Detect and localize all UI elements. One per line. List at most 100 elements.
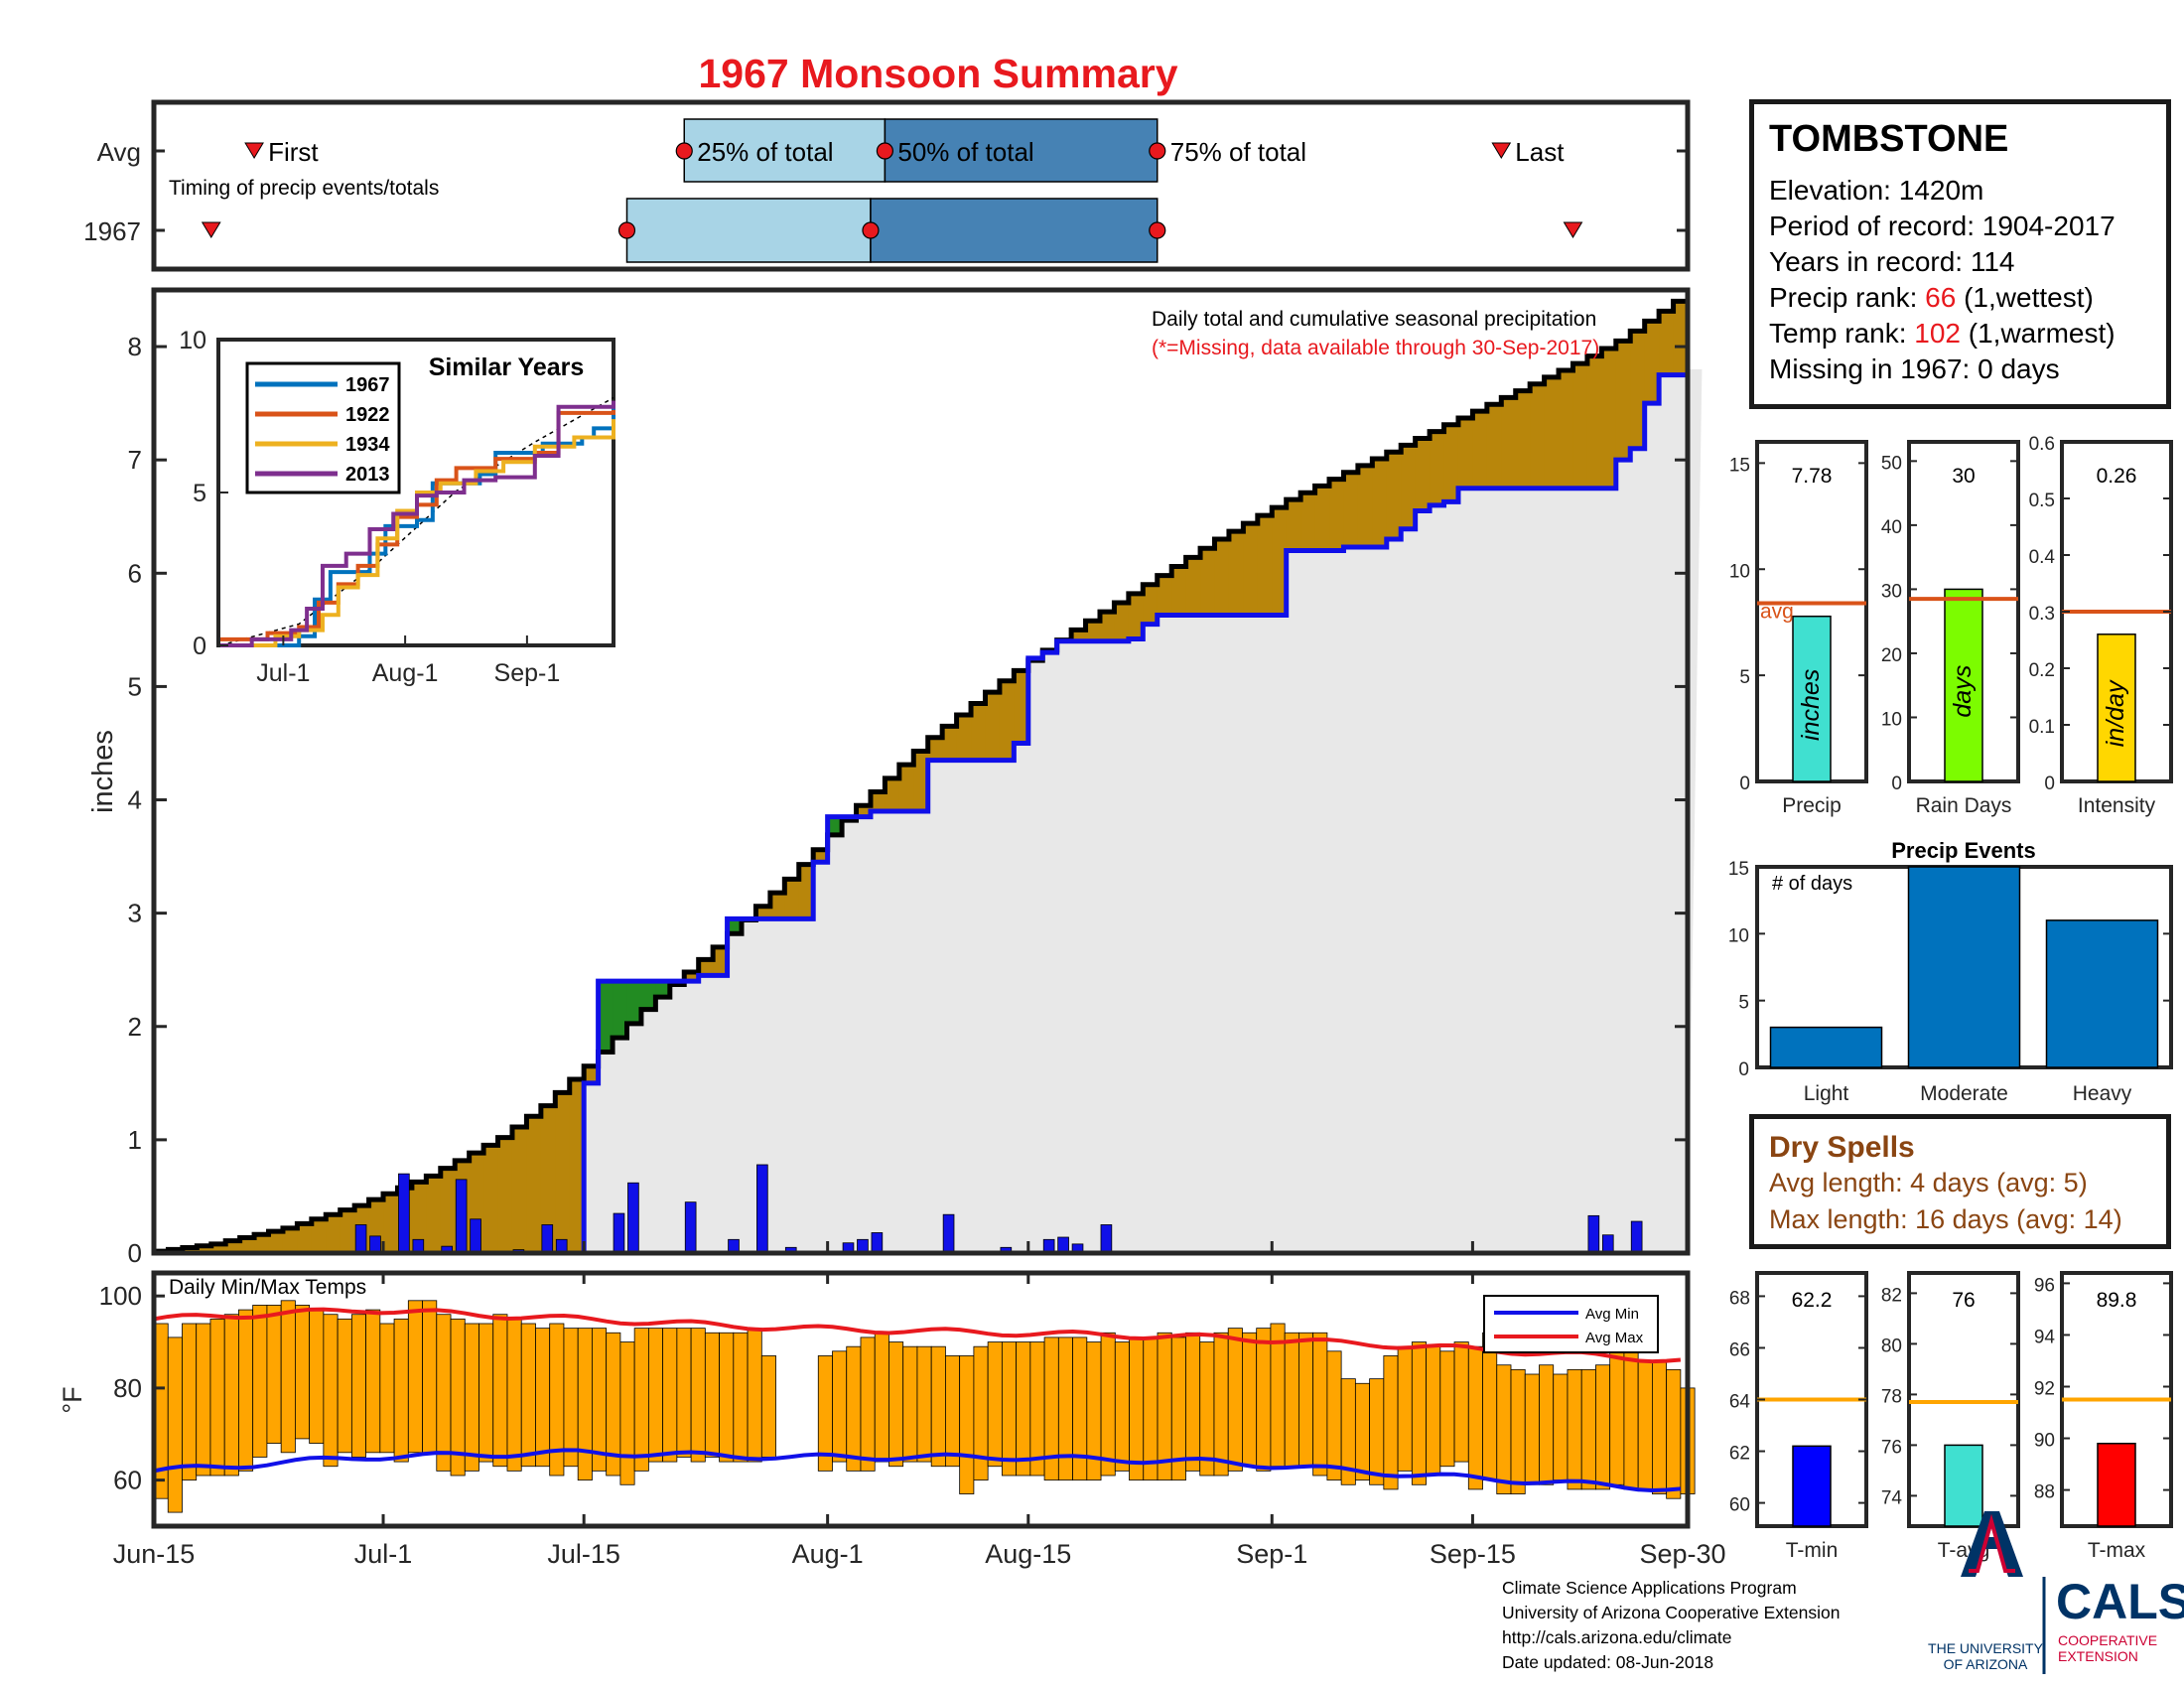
deficit-fill <box>297 1223 313 1253</box>
summary-unit-0: inches <box>1797 669 1825 741</box>
summary-ytick-label: 50 <box>1881 453 1902 474</box>
events-ytick-label: 0 <box>1738 1059 1749 1080</box>
deficit-fill <box>1443 424 1459 502</box>
date-tick-label: Jun-15 <box>113 1539 196 1569</box>
surplus-fill <box>626 981 642 1024</box>
deficit-fill <box>555 1092 571 1253</box>
deficit-fill <box>1286 499 1301 551</box>
temp-range-bar <box>478 1323 494 1463</box>
deficit-fill <box>1372 459 1388 548</box>
temp-range-bar <box>888 1341 904 1468</box>
summary-ytick-label: 10 <box>1881 709 1902 730</box>
temp-range-bar <box>916 1345 932 1463</box>
deficit-fill <box>1128 593 1144 639</box>
temp-range-bar <box>973 1345 989 1481</box>
daily-precip-bar <box>613 1212 625 1254</box>
date-tick-label: Sep-15 <box>1430 1539 1516 1569</box>
timing-row-year: 1967 <box>83 216 141 246</box>
temp-range-bar <box>1001 1341 1018 1477</box>
deficit-fill <box>1486 404 1502 489</box>
temp-range-bar <box>1524 1373 1540 1485</box>
summary-avg-label: avg <box>1760 600 1794 623</box>
temp-range-bar <box>1666 1368 1682 1499</box>
deficit-fill <box>182 1247 198 1253</box>
timing-box-25-50 <box>625 198 872 263</box>
legend-label-2013: 2013 <box>345 464 390 486</box>
deficit-fill <box>1099 612 1115 641</box>
deficit-fill <box>411 1182 427 1253</box>
dry-spells-max: Max length: 16 days (avg: 14) <box>1769 1204 2122 1234</box>
temp-range-bar <box>1157 1332 1172 1481</box>
footer-program: Climate Science Applications Program <box>1502 1578 1797 1598</box>
temp-range-bar <box>1609 1345 1625 1485</box>
temp-range-bar <box>422 1300 438 1454</box>
main-y-axis: 0 1 2 3 4 5 6 7 8 <box>128 332 1688 1268</box>
daily-precip-bar <box>1100 1224 1113 1254</box>
cals-sub2: EXTENSION <box>2058 1648 2138 1664</box>
deficit-fill <box>540 1105 556 1253</box>
daily-precip-bar <box>627 1182 639 1254</box>
temp-summary-ytick-label: 82 <box>1881 1285 1902 1306</box>
main-ytick-label: 6 <box>128 558 142 588</box>
summary-ytick-label: 0.5 <box>2029 491 2055 511</box>
summary-ytick-label: 40 <box>1881 517 1902 538</box>
temp-range-bar <box>733 1332 749 1463</box>
temp-summary-ytick-label: 92 <box>2034 1378 2055 1399</box>
deficit-fill <box>1071 630 1087 641</box>
temp-summary-ytick-label: 76 <box>1881 1437 1902 1458</box>
temp-legend: Avg Min Avg Max <box>1483 1295 1659 1353</box>
main-annotation-missing: (*=Missing, data available through 30-Se… <box>1152 337 1599 359</box>
surplus-fill <box>827 816 843 835</box>
temp-range-bar <box>436 1314 452 1472</box>
temp-summary-ytick-label: 64 <box>1729 1392 1751 1413</box>
inset-ytick-label: 10 <box>179 327 206 354</box>
deficit-fill <box>956 714 972 761</box>
summary-bar-0 <box>1792 615 1832 782</box>
deficit-fill <box>497 1137 513 1253</box>
deficit-fill <box>856 805 872 817</box>
temp-range-bar <box>350 1314 366 1458</box>
main-ytick-label: 0 <box>128 1238 142 1268</box>
deficit-fill <box>440 1168 456 1253</box>
avg-min-line <box>153 1448 1682 1492</box>
deficit-fill <box>684 971 700 982</box>
temp-range-bar <box>182 1323 198 1481</box>
temp-range-bar <box>1129 1336 1145 1481</box>
deficit-fill <box>927 737 943 761</box>
precip-rank-value: 66 <box>1925 282 1957 313</box>
event-label-Moderate: Moderate <box>1920 1082 2008 1105</box>
temp-rank-prefix: Temp rank: <box>1769 318 1915 349</box>
deficit-fill <box>1673 301 1689 375</box>
deficit-fill <box>755 906 771 919</box>
timing-label-50: 50% of total <box>897 137 1033 167</box>
temp-range-bar <box>1595 1364 1611 1490</box>
precip-rank-suffix: (1,wettest) <box>1956 282 2094 313</box>
summary-bar-1 <box>1944 588 1983 782</box>
summary-ytick-label: 0.6 <box>2029 434 2055 455</box>
deficit-fill <box>713 946 729 976</box>
deficit-fill <box>1157 575 1172 616</box>
timing-label-last: Last <box>1515 137 1565 167</box>
temp-range-bar <box>1242 1332 1258 1468</box>
temp-range-bar <box>1298 1332 1314 1468</box>
ua-name-line2: OF ARIZONA <box>1944 1656 2028 1672</box>
temp-frame <box>151 1270 1691 1529</box>
summary-ytick-label: 0 <box>2044 774 2055 794</box>
temp-range-bar <box>238 1309 254 1472</box>
temp-range-bar <box>1467 1345 1483 1490</box>
temp-range-bar <box>294 1305 311 1440</box>
deficit-fill <box>1515 390 1531 489</box>
summary-ytick-label: 30 <box>1881 581 1902 602</box>
temp-summary-ytick-label: 94 <box>2034 1327 2056 1347</box>
deficit-fill <box>239 1237 255 1253</box>
daily-precip-bar <box>354 1224 367 1254</box>
temp-summary-ytick-label: 88 <box>2034 1482 2055 1503</box>
deficit-fill <box>1357 465 1373 548</box>
deficit-fill <box>1544 376 1560 489</box>
temp-range-bar <box>930 1345 946 1468</box>
temp-range-bar <box>704 1332 720 1458</box>
timing-panel: Avg 1967 Timing of precip events/totals … <box>83 99 1691 272</box>
timing-marker-first <box>244 142 264 159</box>
